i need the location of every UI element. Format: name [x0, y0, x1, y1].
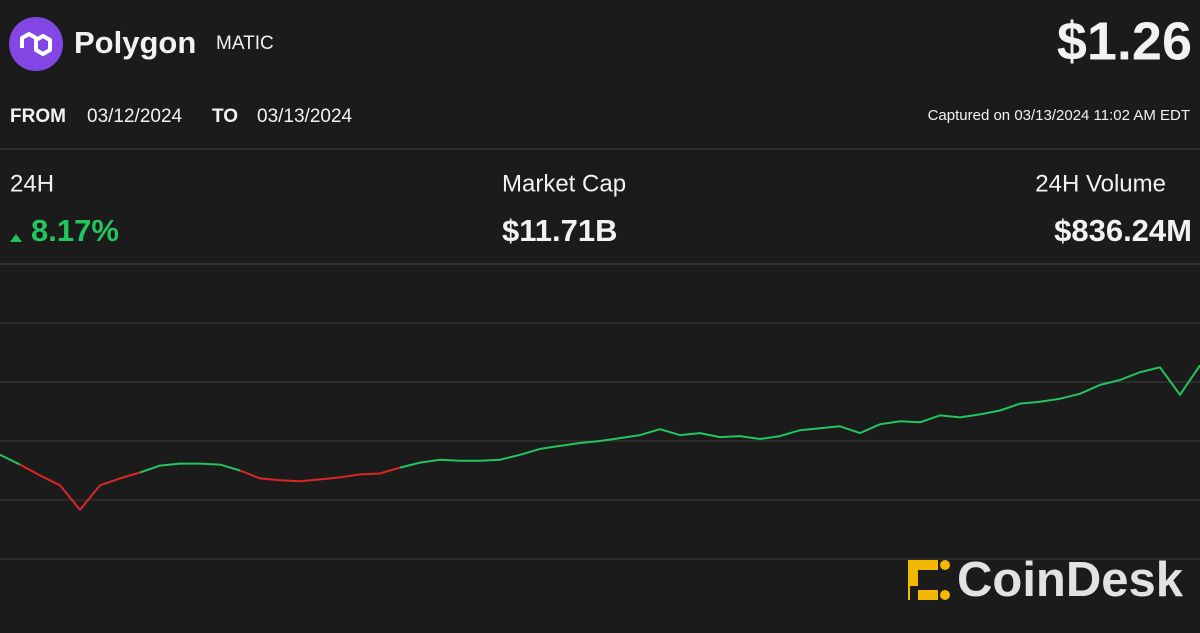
to-date: 03/13/2024	[257, 106, 353, 127]
coin-symbol: MATIC	[216, 33, 274, 54]
brand-dot	[940, 590, 950, 600]
stat-value: $11.71B	[502, 213, 618, 248]
price-line	[19, 463, 401, 511]
from-label: FROM	[10, 106, 66, 127]
logo-glyph	[20, 32, 52, 56]
price-line	[0, 364, 1200, 474]
stat-label: Market Cap	[502, 170, 626, 197]
brand-dot	[940, 560, 950, 570]
stat-label: 24H	[10, 170, 54, 197]
price: $1.26	[1057, 11, 1192, 71]
coin-name: Polygon	[74, 25, 196, 60]
stat-value: 8.17%	[31, 213, 119, 248]
from-date: 03/12/2024	[87, 106, 183, 127]
captured-time: Captured on 03/13/2024 11:02 AM EDT	[928, 107, 1190, 124]
stat-label: 24H Volume	[1035, 170, 1166, 197]
to-label: TO	[212, 106, 238, 127]
plot	[0, 322, 1200, 560]
brand-logo: CoinDesk	[908, 553, 1184, 607]
brand-name: CoinDesk	[957, 553, 1184, 607]
stat-value: $836.24M	[1054, 213, 1192, 248]
brand-icon	[908, 560, 938, 600]
up-arrow	[10, 234, 22, 242]
